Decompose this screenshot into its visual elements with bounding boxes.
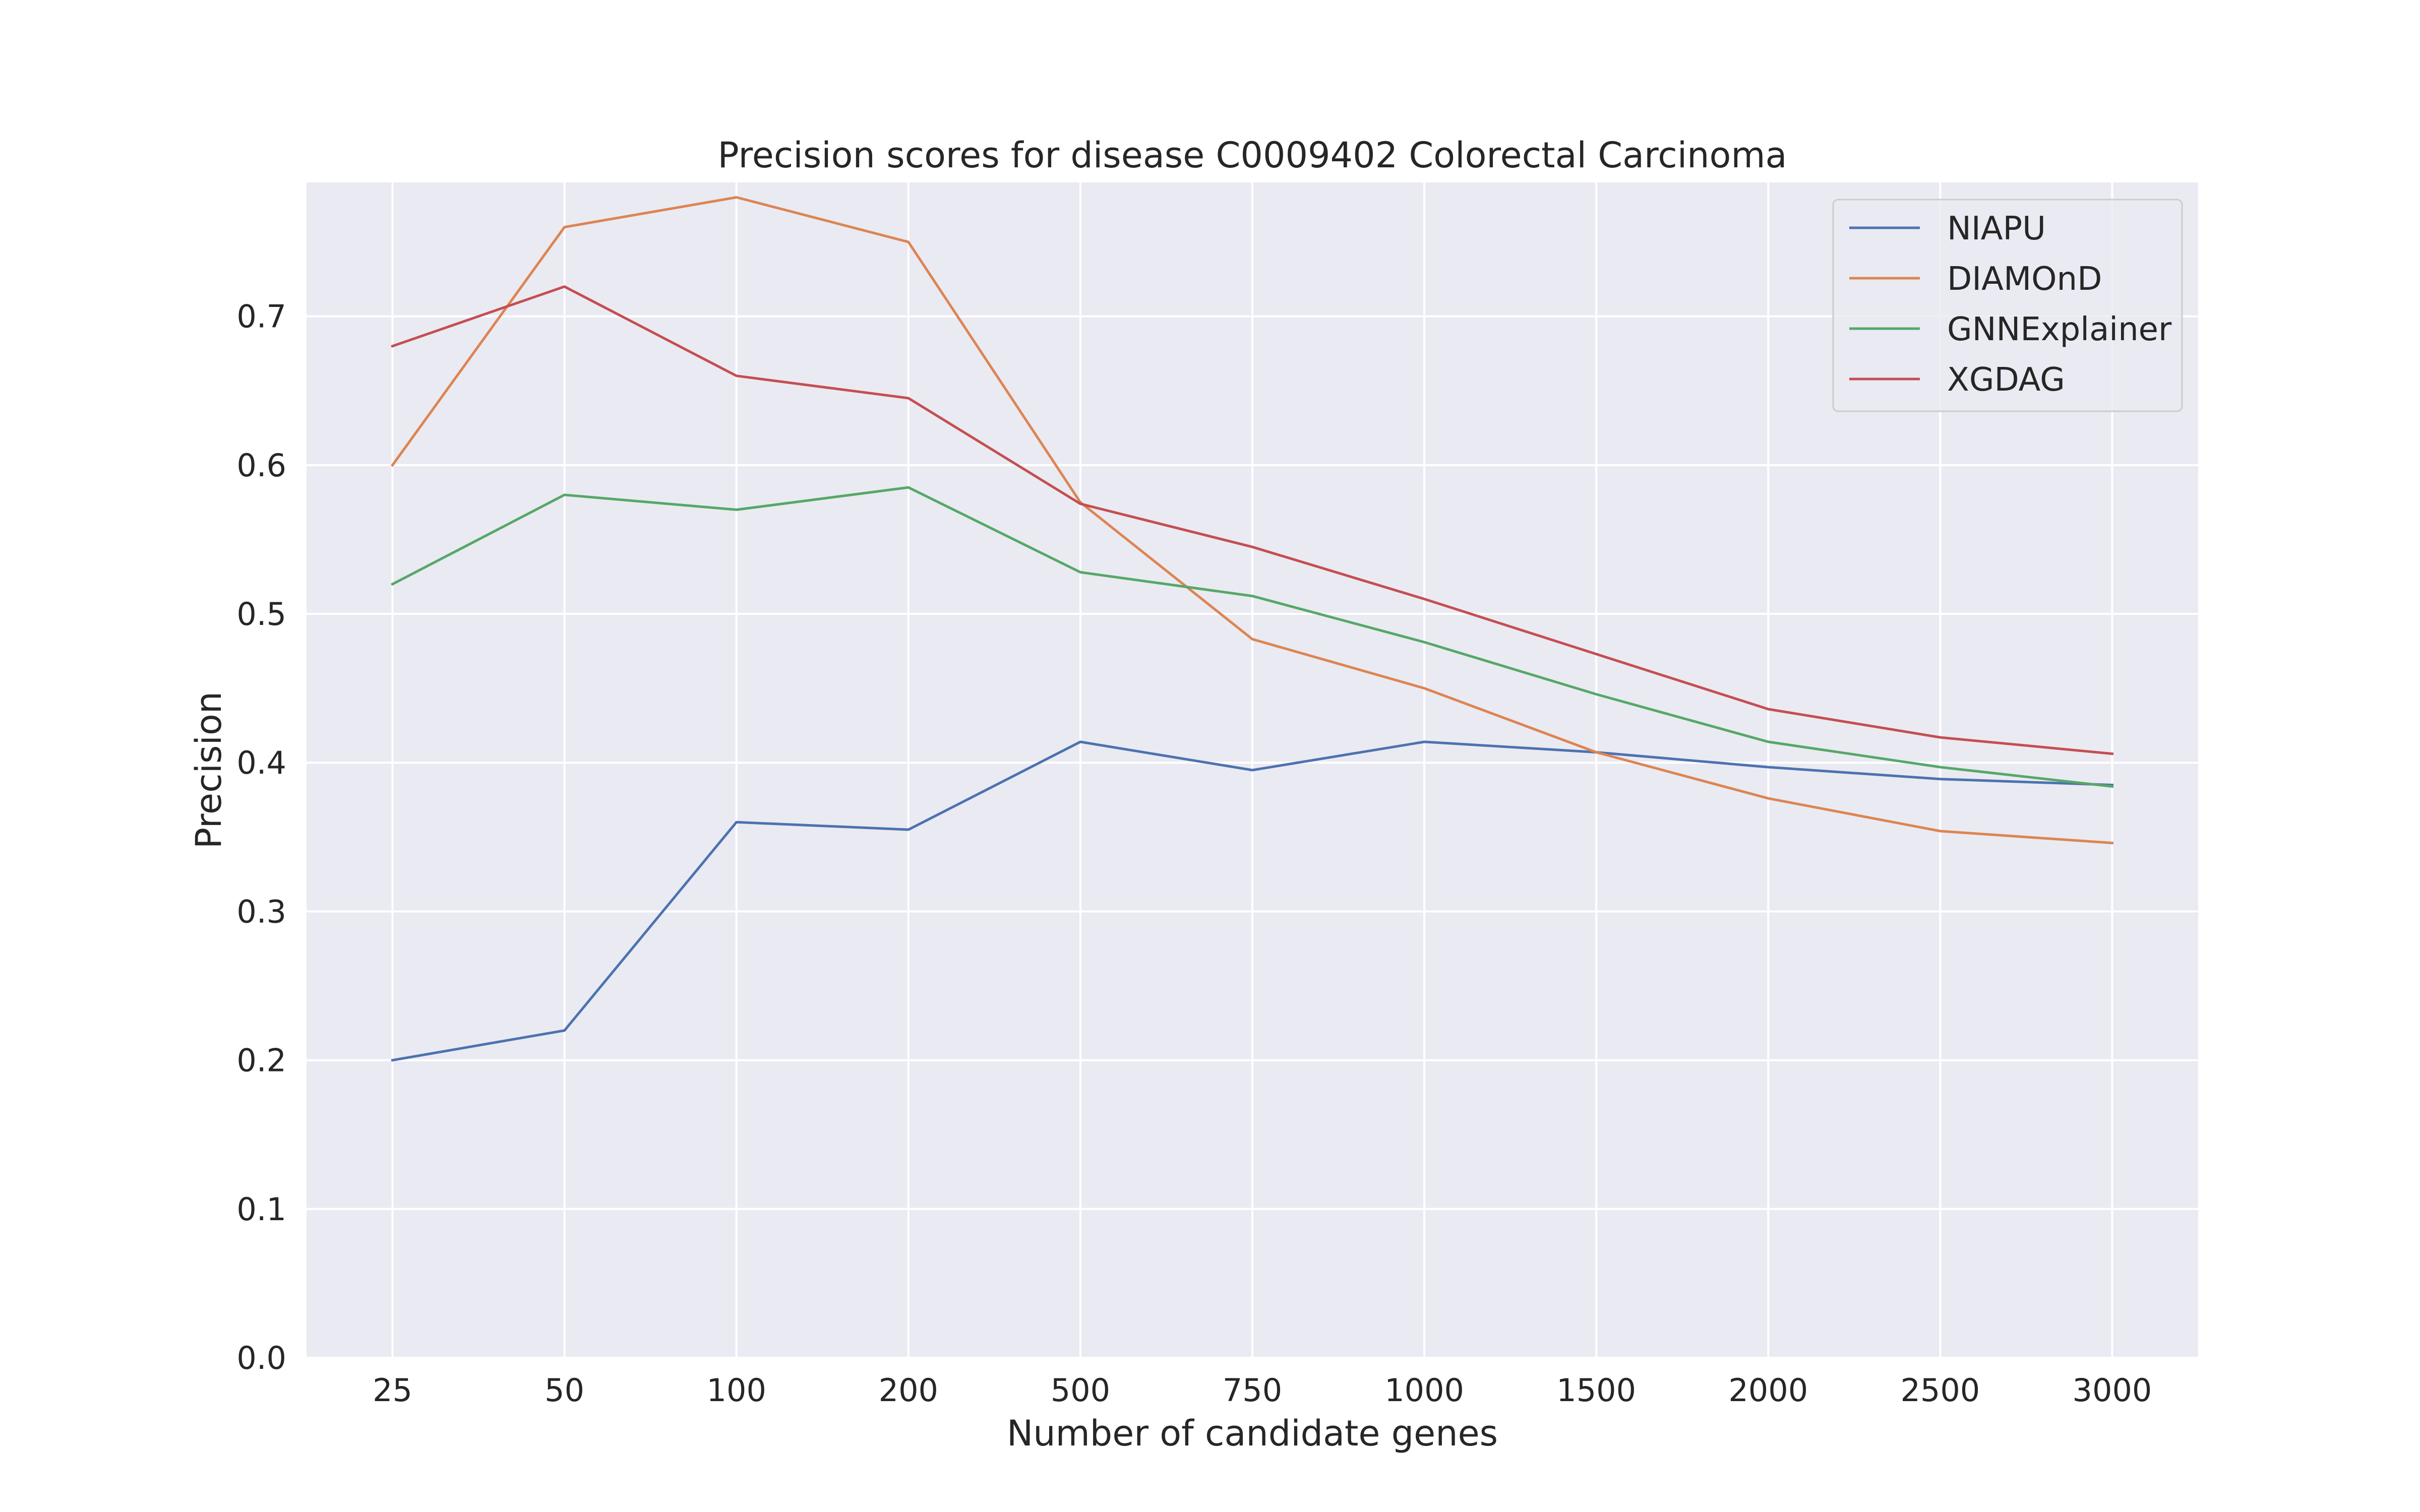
- x-tick-label: 100: [707, 1372, 766, 1409]
- x-tick-label: 25: [373, 1372, 412, 1409]
- series-lines: [391, 196, 2114, 1062]
- legend-label-xgdag: XGDAG: [1947, 361, 2065, 399]
- x-tick-label: 500: [1051, 1372, 1110, 1409]
- x-tick-label: 200: [879, 1372, 938, 1409]
- legend-label-niapu: NIAPU: [1947, 210, 2046, 247]
- y-tick-label: 0.1: [236, 1191, 286, 1228]
- legend-box: [1832, 199, 2183, 412]
- x-axis-label: Number of candidate genes: [1007, 1413, 1498, 1454]
- x-tick-label: 50: [544, 1372, 584, 1409]
- y-axis-label: Precision: [188, 691, 229, 849]
- y-tick-label: 0.3: [236, 893, 286, 930]
- y-tick-label: 0.4: [236, 744, 286, 781]
- series-line-gnnexplainer: [391, 486, 2114, 788]
- series-line-niapu: [391, 740, 2114, 1062]
- x-tick-label: 2500: [1900, 1372, 1980, 1409]
- y-tick-label: 0.0: [236, 1340, 286, 1376]
- x-tick-label: 750: [1223, 1372, 1282, 1409]
- y-tick-label: 0.7: [236, 298, 286, 335]
- series-line-diamond: [391, 196, 2114, 845]
- x-tick-label: 1500: [1556, 1372, 1636, 1409]
- y-tick-label: 0.6: [236, 447, 286, 484]
- x-tick-label: 3000: [2073, 1372, 2152, 1409]
- legend-label-gnnexplainer: GNNExplainer: [1947, 311, 2172, 348]
- y-axis-ticks: 0.0 0.1 0.2 0.3 0.4 0.5 0.6 0.7: [236, 298, 286, 1376]
- legend: NIAPU DIAMOnD GNNExplainer XGDAG: [1832, 199, 2183, 412]
- x-tick-label: 2000: [1728, 1372, 1808, 1409]
- x-tick-label: 1000: [1384, 1372, 1464, 1409]
- series-line-xgdag: [391, 285, 2114, 755]
- chart-title: Precision scores for disease C0009402 Co…: [718, 135, 1787, 176]
- x-axis-ticks: 25 50 100 200 500 750 1000 1500 2000 2500 3000: [373, 1372, 2152, 1409]
- y-tick-label: 0.2: [236, 1042, 286, 1079]
- y-tick-label: 0.5: [236, 596, 286, 633]
- grid: [307, 182, 2198, 1359]
- legend-label-diamond: DIAMOnD: [1947, 261, 2102, 298]
